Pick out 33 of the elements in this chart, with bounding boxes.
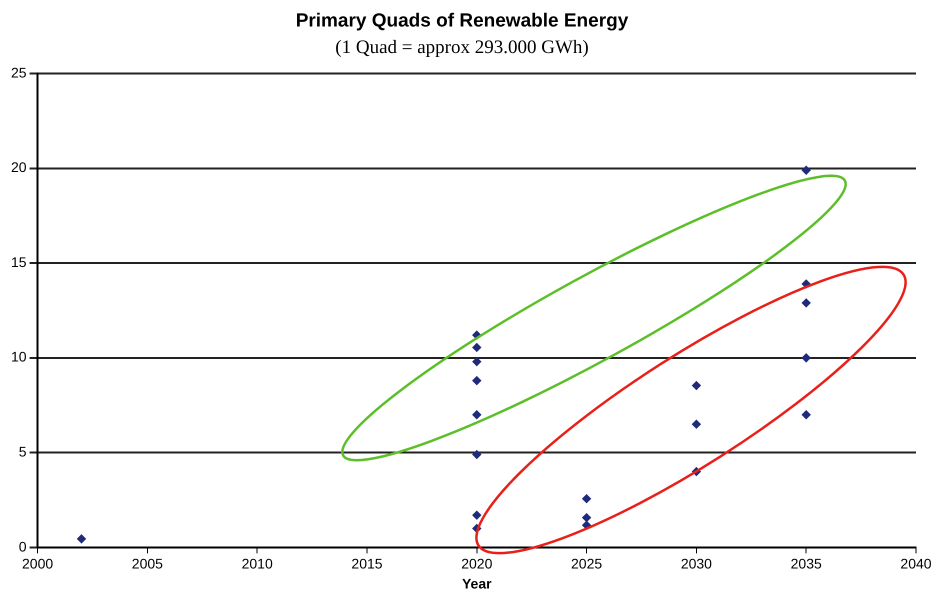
y-tick-label: 0: [18, 538, 27, 554]
x-tick-label: 2010: [242, 556, 273, 572]
x-tick-label: 2020: [461, 556, 493, 572]
point: [582, 494, 592, 504]
x-tick-label: 2030: [680, 556, 712, 572]
y-tick-label: 10: [10, 348, 27, 365]
point: [692, 381, 701, 390]
x-tick-label: 2015: [351, 556, 383, 572]
x-tick-label: 2025: [571, 556, 602, 572]
x-tick-label: 2040: [900, 556, 932, 572]
x-tick-label: 2035: [790, 556, 822, 572]
point: [472, 510, 482, 520]
y-tick-label: 25: [10, 64, 27, 80]
point: [802, 166, 811, 175]
y-tick-label: 15: [10, 254, 27, 270]
chart-title: Primary Quads of Renewable Energy: [296, 10, 629, 32]
point: [802, 353, 811, 362]
y-tick-label: 5: [18, 444, 27, 460]
x-tick-label: 2005: [132, 556, 164, 572]
x-axis-title: Year: [462, 575, 492, 592]
point: [472, 410, 482, 420]
y-tick-label: 20: [10, 159, 27, 176]
point: [692, 420, 701, 429]
chart-subtitle: (1 Quad = approx 293.000 GWh): [335, 37, 589, 58]
x-tick-label: 2000: [22, 556, 54, 572]
point: [472, 376, 482, 386]
point: [472, 450, 482, 460]
point: [76, 534, 86, 544]
point: [472, 342, 482, 352]
point: [802, 410, 811, 420]
point: [472, 357, 482, 366]
point: [582, 513, 592, 522]
point: [802, 298, 811, 308]
